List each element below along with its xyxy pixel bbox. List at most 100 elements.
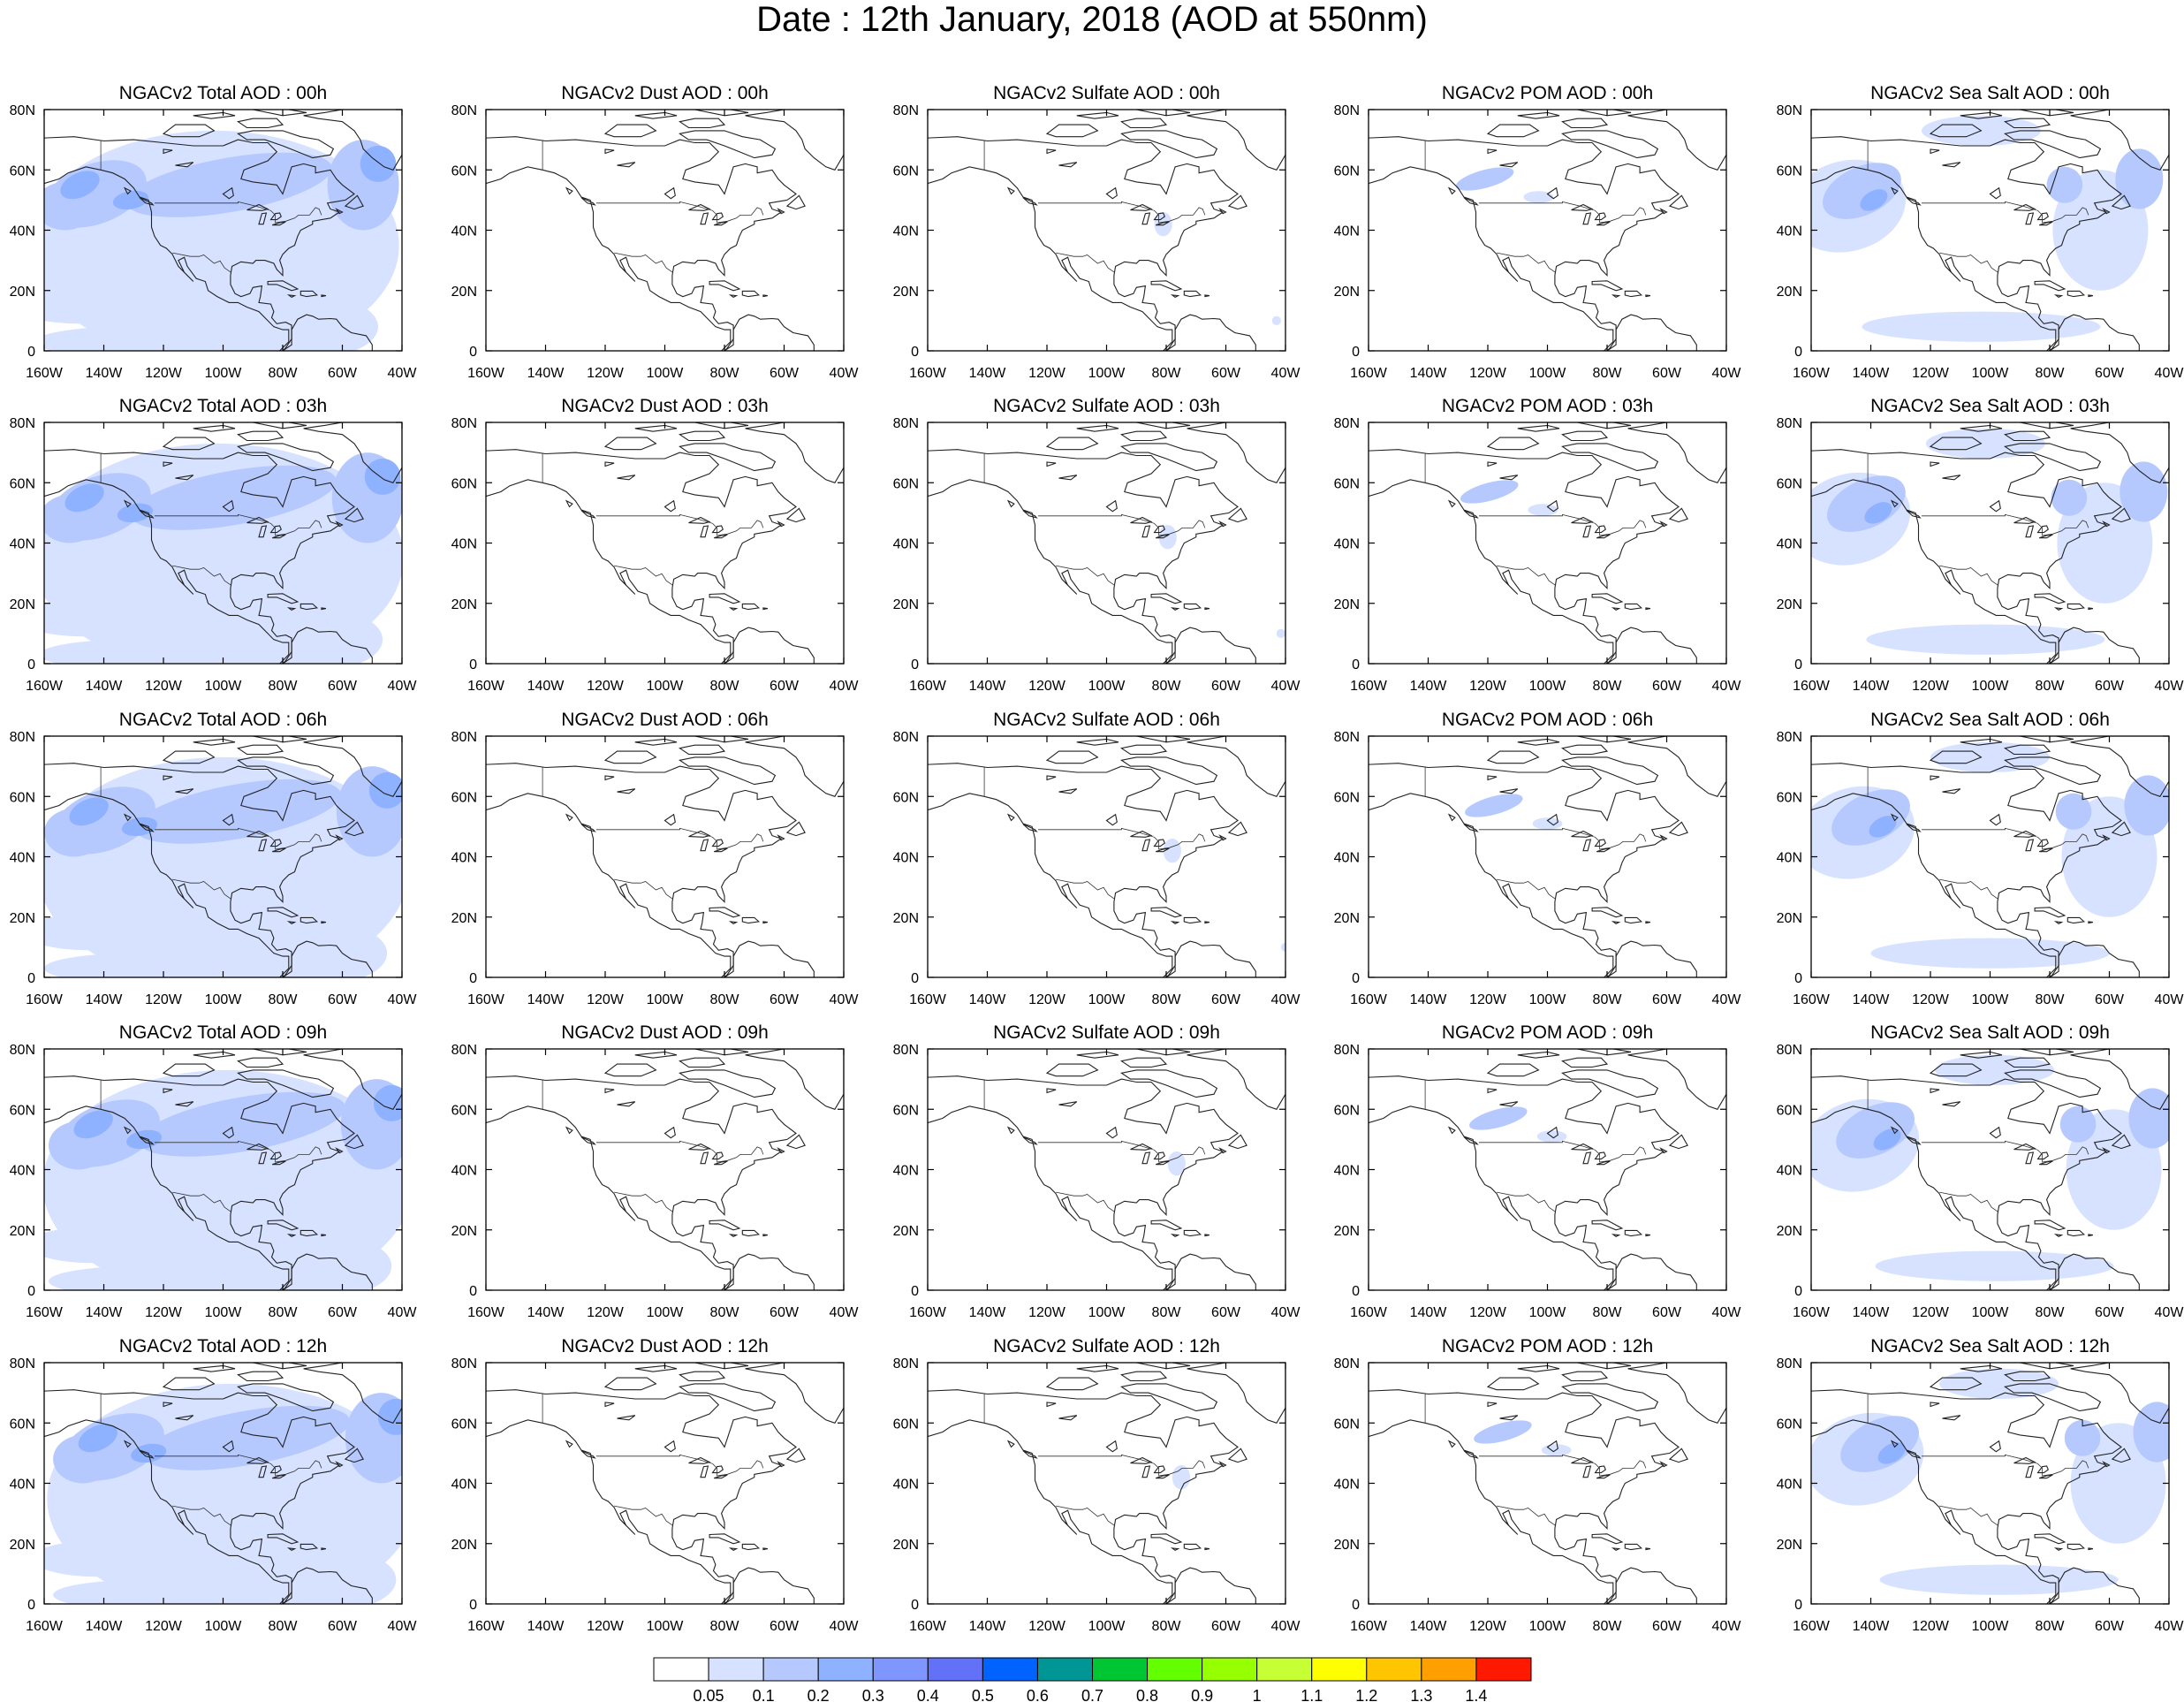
lake-outline xyxy=(700,1465,709,1478)
lon-tick-label: 160W xyxy=(467,1619,505,1634)
coastline xyxy=(2004,130,2102,159)
coastline xyxy=(1136,1049,1191,1056)
map-panel: 160W 140W 120W 100W 80W 60W 40W 80N 60N 40N 20N 0 NG… xyxy=(1334,83,1742,381)
coastline xyxy=(1668,1134,1688,1150)
coastline xyxy=(1517,738,1560,746)
coastline xyxy=(1183,916,1202,924)
coastline xyxy=(777,834,785,841)
country-border xyxy=(595,1454,764,1477)
coastline xyxy=(2049,940,2140,977)
lake-outline xyxy=(2013,1456,2036,1464)
aod-plume xyxy=(2064,1419,2101,1456)
aod-plume-layer xyxy=(1455,167,1554,203)
coastline xyxy=(709,1533,741,1545)
coastline xyxy=(193,1051,236,1059)
coastline xyxy=(162,124,216,138)
coastline xyxy=(1624,916,1643,924)
lake-outline xyxy=(246,830,269,838)
coastline xyxy=(2034,593,2066,604)
colorbar-label: 0.9 xyxy=(1191,1687,1213,1702)
coastline xyxy=(2004,1069,2102,1098)
coastline xyxy=(44,166,290,351)
lake-outline xyxy=(604,1088,615,1094)
coastline xyxy=(928,1419,1173,1604)
lon-tick-label: 160W xyxy=(26,992,64,1007)
coastline xyxy=(1076,738,1119,746)
lake-outline xyxy=(1141,525,1151,538)
coastline xyxy=(162,437,216,451)
coastline xyxy=(1120,1069,1218,1098)
lon-tick-label: 160W xyxy=(909,679,947,694)
lon-tick-label: 100W xyxy=(1529,992,1567,1007)
map-panel: 160W 140W 120W 100W 80W 60W 40W 80N 60N 40N 20N 0 NG… xyxy=(1777,83,2184,381)
lon-tick-label: 120W xyxy=(1912,1305,1950,1320)
coastline xyxy=(1577,1049,1632,1056)
coastline xyxy=(2004,1057,2051,1068)
coastline xyxy=(728,921,739,924)
coastline xyxy=(2034,907,2066,918)
lake-outline xyxy=(714,221,728,226)
coastline xyxy=(335,208,344,215)
lat-tick-label: 0 xyxy=(27,345,35,360)
panel-title: NGACv2 Total AOD : 03h xyxy=(119,396,327,416)
aod-plume-layer xyxy=(1172,1465,1190,1490)
aod-plume xyxy=(1465,794,1523,817)
coastline xyxy=(1165,627,1256,664)
lat-tick-label: 80N xyxy=(1334,416,1360,431)
lake-outline xyxy=(2025,839,2035,852)
lon-tick-label: 80W xyxy=(710,1305,740,1320)
lon-tick-label: 120W xyxy=(1028,1619,1066,1634)
coastline xyxy=(1120,1383,1218,1412)
aod-plume xyxy=(1862,311,2101,342)
coastline xyxy=(777,520,785,528)
lake-outline xyxy=(2036,1465,2049,1474)
lon-tick-label: 160W xyxy=(1793,366,1831,381)
country-border xyxy=(154,827,322,850)
coastline xyxy=(1890,186,1899,195)
coastline xyxy=(237,1069,335,1098)
coastline-layer xyxy=(1811,736,2169,977)
aod-plume xyxy=(1866,624,2105,655)
lon-tick-label: 80W xyxy=(1152,1619,1182,1634)
coastline xyxy=(1611,294,1621,298)
lon-tick-label: 60W xyxy=(2095,1619,2125,1634)
lake-outline xyxy=(272,534,286,539)
lon-tick-label: 40W xyxy=(2155,1619,2184,1634)
coastline xyxy=(745,1363,844,1424)
lake-outline xyxy=(1156,534,1170,539)
lon-tick-label: 160W xyxy=(26,1619,64,1634)
coastline xyxy=(1369,1075,1680,1290)
lat-tick-label: 60N xyxy=(1777,790,1802,805)
lat-tick-label: 20N xyxy=(451,1538,477,1553)
lake-outline xyxy=(1130,830,1153,838)
aod-plume-layer xyxy=(1811,741,2169,969)
coastline xyxy=(2049,627,2140,664)
lat-tick-label: 60N xyxy=(10,163,35,179)
lake-outline xyxy=(1141,1151,1151,1165)
colorbar-swatch xyxy=(1475,1657,1532,1682)
coastline xyxy=(1447,499,1456,508)
coastline xyxy=(1611,1547,1621,1551)
lon-tick-label: 40W xyxy=(388,1619,418,1634)
coastline xyxy=(679,118,726,129)
lake-outline xyxy=(1582,1465,1592,1478)
panel-title: NGACv2 POM AOD : 00h xyxy=(1442,83,1653,103)
lake-outline xyxy=(1942,1101,1961,1107)
lon-tick-label: 140W xyxy=(1410,679,1448,694)
coastline xyxy=(1076,1364,1119,1372)
lake-outline xyxy=(1596,534,1611,539)
coastline xyxy=(1006,186,1015,195)
lake-outline xyxy=(1571,830,1594,838)
lon-tick-label: 120W xyxy=(587,1305,625,1320)
lake-outline xyxy=(1105,186,1118,200)
lon-tick-label: 100W xyxy=(205,992,243,1007)
lon-tick-label: 160W xyxy=(1350,679,1388,694)
lake-outline xyxy=(617,1101,636,1107)
coastline xyxy=(1517,1051,1560,1059)
lon-tick-label: 140W xyxy=(1853,1619,1891,1634)
lake-outline xyxy=(1487,775,1498,781)
colorbar-label: 0.8 xyxy=(1136,1687,1158,1702)
lake-outline xyxy=(700,839,709,852)
lon-tick-label: 100W xyxy=(1088,679,1126,694)
lon-tick-label: 120W xyxy=(587,992,625,1007)
